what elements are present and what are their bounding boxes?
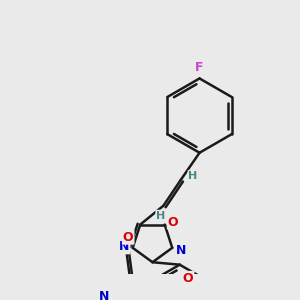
Text: H: H (188, 171, 198, 181)
Text: N: N (99, 290, 109, 300)
Text: O: O (168, 216, 178, 229)
Text: F: F (195, 61, 204, 74)
Text: O: O (123, 231, 134, 244)
Text: H: H (156, 211, 166, 221)
Text: N: N (176, 244, 186, 257)
Text: O: O (183, 272, 194, 285)
Text: N: N (119, 240, 130, 253)
